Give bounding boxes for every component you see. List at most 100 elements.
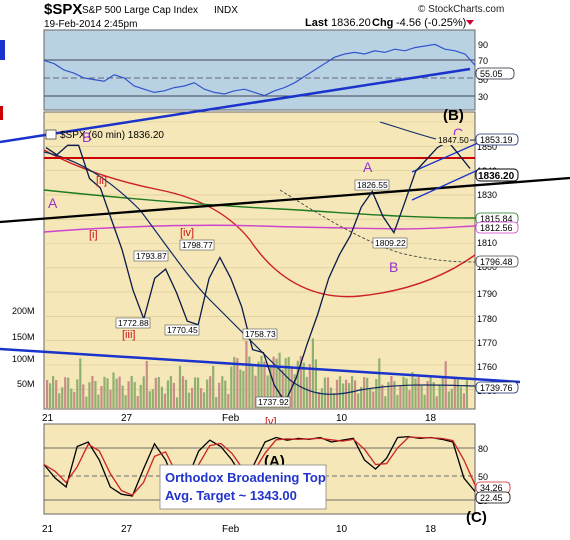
volume-bar [402, 376, 405, 408]
x-tick: 21 [42, 524, 54, 535]
annotation-box [372, 237, 408, 249]
volume-bar [115, 378, 118, 408]
volume-bar [372, 391, 375, 408]
volume-bar [130, 376, 133, 408]
chg-label: Chg [372, 17, 393, 29]
x-tick: 18 [425, 413, 437, 424]
price-tick: 1790 [477, 289, 497, 299]
annotation-1847: 1847.50 [438, 135, 469, 145]
volume-bar [329, 387, 333, 408]
volume-bar [191, 387, 194, 408]
volume-bar [79, 358, 82, 408]
volume-bar [326, 377, 330, 408]
volume-bar [399, 385, 402, 408]
wave-label-B-left: B [82, 129, 91, 145]
wave-label-B-right: B [389, 259, 398, 275]
volume-bar [124, 395, 127, 408]
badge [475, 381, 519, 394]
volume-bar [178, 365, 182, 408]
left-edge-mark-blue [0, 40, 5, 60]
volume-bar [302, 362, 305, 408]
price-tick: 1780 [477, 314, 497, 324]
volume-bar [459, 387, 462, 408]
volume-tick: 150M [12, 332, 35, 342]
volume-bar [136, 396, 139, 408]
badge [475, 168, 519, 182]
volume-bar [263, 361, 266, 408]
volume-bar [82, 384, 85, 408]
badge [475, 221, 519, 234]
annotation-1793: 1793.87 [136, 251, 167, 261]
volume-bar [338, 376, 342, 408]
volume-bar [323, 377, 326, 408]
volume-bar [426, 381, 429, 408]
volume-bar [73, 391, 76, 408]
legend-swatch [45, 129, 57, 140]
volume-bar [314, 359, 317, 408]
rsi-tick-50: 50 [478, 75, 488, 85]
volume-bar [363, 377, 366, 408]
volume-bar [387, 382, 390, 408]
volume-bar [308, 364, 311, 408]
volume-bar [299, 356, 302, 408]
volume-bar [381, 384, 384, 408]
volume-bar [396, 394, 399, 408]
chart-timestamp: 19-Feb-2014 2:45pm [44, 19, 137, 30]
ma-green-line [43, 189, 476, 219]
wave-label-A-left: A [48, 195, 58, 211]
volume-bar [166, 380, 169, 408]
volume-bar [342, 383, 345, 408]
badge [475, 491, 511, 504]
wave-label-v: [v] [265, 416, 277, 428]
annotation-1770: 1770.45 [167, 325, 198, 335]
volume-bar [432, 382, 435, 408]
ma-red-line [43, 149, 476, 298]
x-tick: Feb [222, 524, 240, 535]
volume-bar [441, 376, 444, 408]
volume-bar [187, 392, 191, 408]
volume-bar [354, 380, 357, 408]
volume-bar [194, 377, 197, 408]
wave-label-iii: [iii] [122, 329, 135, 341]
volume-bar [154, 377, 157, 408]
annotation-1826: 1826.55 [357, 180, 388, 190]
chg-value: -4.56 (-0.25%) [396, 17, 466, 29]
volume-bar [251, 365, 254, 408]
volume-bar [453, 377, 456, 408]
x-tick: 10 [336, 413, 348, 424]
volume-bar [275, 358, 278, 408]
volume-bar [254, 375, 257, 408]
last-value: 1836.20 [331, 17, 371, 29]
volume-bar [85, 396, 88, 408]
volume-bar [100, 386, 103, 408]
volume-bar [266, 375, 269, 408]
volume-bar [281, 369, 284, 408]
volume-bar [447, 391, 450, 408]
x-axis-bottom: 21 27 Feb 10 18 [42, 524, 437, 535]
volume-bar [145, 361, 148, 408]
annotation-1772: 1772.88 [118, 318, 149, 328]
down-arrow-icon [466, 20, 474, 25]
rsi-tick-70: 70 [478, 56, 488, 66]
volume-bar [169, 376, 172, 408]
volume-tick: 200M [12, 306, 35, 316]
volume-bar [233, 356, 236, 408]
x-tick: 27 [121, 413, 133, 424]
volume-bar [139, 384, 142, 408]
volume-bar [112, 372, 115, 408]
rsi-last-badge [475, 67, 515, 80]
price-panel [43, 111, 476, 410]
rsi-tick-90: 90 [478, 40, 488, 50]
right-value-labels: 1853.19 1836.20 1815.84 1812.56 1796.48 … [475, 133, 519, 394]
blue-trendline-lower [0, 347, 521, 384]
x-tick: 10 [336, 524, 348, 535]
volume-bar [348, 383, 351, 408]
note-line-2: Avg. Target ~ 1343.00 [165, 488, 297, 503]
volume-bar [296, 360, 299, 408]
wave-label-i: [i] [89, 229, 98, 241]
volume-bar [46, 380, 49, 408]
volume-bar [411, 372, 414, 408]
volume-bar [215, 397, 218, 408]
volume-bar [284, 358, 287, 408]
